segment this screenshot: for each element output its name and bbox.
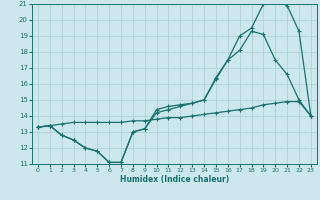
X-axis label: Humidex (Indice chaleur): Humidex (Indice chaleur): [120, 175, 229, 184]
